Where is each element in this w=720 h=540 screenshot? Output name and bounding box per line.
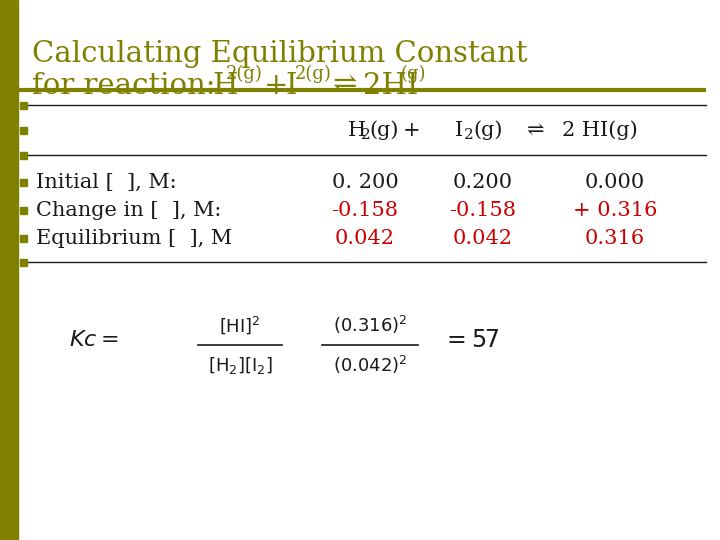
Text: Equilibrium [  ], M: Equilibrium [ ], M bbox=[36, 228, 232, 247]
Text: 0.042: 0.042 bbox=[453, 228, 513, 247]
Bar bbox=[19, 126, 27, 133]
Bar bbox=[19, 152, 27, 159]
Text: ⇌: ⇌ bbox=[333, 70, 357, 98]
Text: (g): (g) bbox=[473, 120, 503, 140]
Text: +: + bbox=[264, 72, 289, 100]
Text: Calculating Equilibrium Constant: Calculating Equilibrium Constant bbox=[32, 40, 528, 68]
Text: H: H bbox=[212, 72, 238, 100]
Text: $= 57$: $= 57$ bbox=[442, 328, 499, 352]
Text: 0. 200: 0. 200 bbox=[332, 172, 398, 192]
Text: + 0.316: + 0.316 bbox=[573, 200, 657, 219]
Text: (g): (g) bbox=[369, 120, 398, 140]
Bar bbox=[19, 206, 27, 213]
Text: Initial [  ], M:: Initial [ ], M: bbox=[36, 172, 176, 192]
Bar bbox=[0, 0, 18, 540]
Text: ⇌: ⇌ bbox=[526, 120, 544, 139]
Text: (g): (g) bbox=[401, 65, 426, 83]
Text: I: I bbox=[455, 120, 463, 139]
Text: 2(g): 2(g) bbox=[226, 65, 263, 83]
Bar bbox=[19, 259, 27, 266]
Text: 2: 2 bbox=[464, 128, 474, 142]
Text: $\mathrm{[HI]^2}$: $\mathrm{[HI]^2}$ bbox=[220, 314, 261, 336]
Text: $\mathit{Kc} = $: $\mathit{Kc} = $ bbox=[68, 329, 118, 351]
Text: 0.000: 0.000 bbox=[585, 172, 645, 192]
Text: 2HI: 2HI bbox=[363, 72, 418, 100]
Text: Change in [  ], M:: Change in [ ], M: bbox=[36, 200, 221, 219]
Text: I: I bbox=[285, 72, 297, 100]
Bar bbox=[19, 234, 27, 241]
Text: H: H bbox=[348, 120, 366, 139]
Text: $(0.042)^2$: $(0.042)^2$ bbox=[333, 354, 408, 376]
Text: 0.042: 0.042 bbox=[335, 228, 395, 247]
Text: +: + bbox=[403, 120, 420, 139]
Text: 2 HI(g): 2 HI(g) bbox=[562, 120, 638, 140]
Text: $\mathrm{[H_2][I_2]}$: $\mathrm{[H_2][I_2]}$ bbox=[207, 354, 272, 375]
Text: -0.158: -0.158 bbox=[331, 200, 398, 219]
Text: 0.316: 0.316 bbox=[585, 228, 645, 247]
Bar bbox=[19, 179, 27, 186]
Text: $(0.316)^2$: $(0.316)^2$ bbox=[333, 314, 408, 336]
Bar bbox=[19, 102, 27, 109]
Text: 0.200: 0.200 bbox=[453, 172, 513, 192]
Text: -0.158: -0.158 bbox=[449, 200, 516, 219]
Text: for reaction:: for reaction: bbox=[32, 72, 234, 100]
Text: 2(g): 2(g) bbox=[295, 65, 332, 83]
Text: 2: 2 bbox=[361, 128, 371, 142]
